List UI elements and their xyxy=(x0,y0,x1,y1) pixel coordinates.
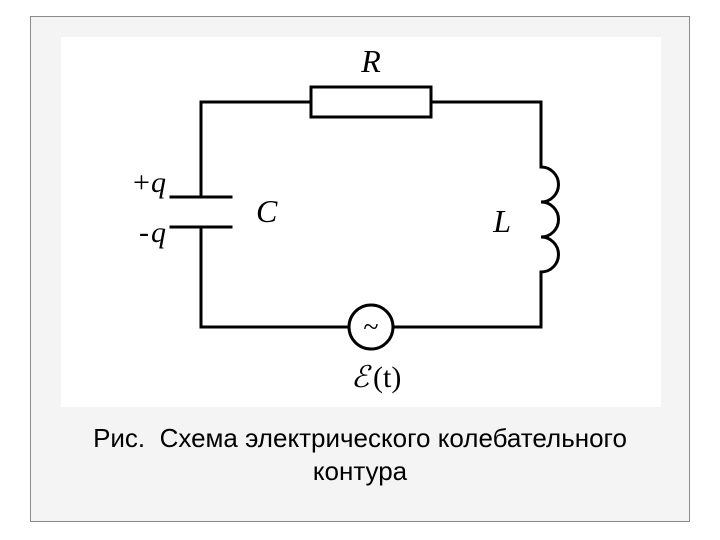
caption-line1: Схема электрического колебательного xyxy=(160,423,627,453)
page-root: ~ R C + q - q L ℰ (t) Рис. Схема электри… xyxy=(0,0,720,540)
charge-plus-group: + q xyxy=(133,166,166,199)
svg-text:q: q xyxy=(151,166,166,199)
inductor-label: L xyxy=(492,203,511,239)
svg-text:+: + xyxy=(133,166,150,199)
emf-label: ℰ (t) xyxy=(351,361,401,394)
caption-line2: контура xyxy=(313,456,407,486)
capacitor-label: C xyxy=(256,193,278,229)
svg-text:(t): (t) xyxy=(373,361,401,394)
resistor-body xyxy=(311,87,431,117)
figure-caption: Рис. Схема электрического колебательного… xyxy=(31,422,689,487)
charge-minus-group: - q xyxy=(139,216,166,249)
svg-text:-: - xyxy=(139,216,149,249)
svg-text:ℰ: ℰ xyxy=(351,361,372,394)
resistor-label: R xyxy=(360,43,381,79)
ac-symbol: ~ xyxy=(363,312,378,343)
figure-panel: ~ R C + q - q L ℰ (t) Рис. Схема электри… xyxy=(30,16,690,522)
circuit-diagram: ~ R C + q - q L ℰ (t) xyxy=(31,17,691,417)
caption-prefix: Рис. xyxy=(93,423,145,453)
svg-text:q: q xyxy=(151,216,166,249)
